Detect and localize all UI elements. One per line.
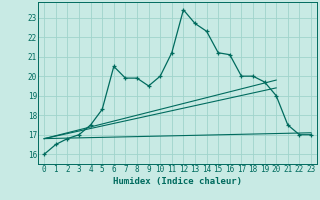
- X-axis label: Humidex (Indice chaleur): Humidex (Indice chaleur): [113, 177, 242, 186]
